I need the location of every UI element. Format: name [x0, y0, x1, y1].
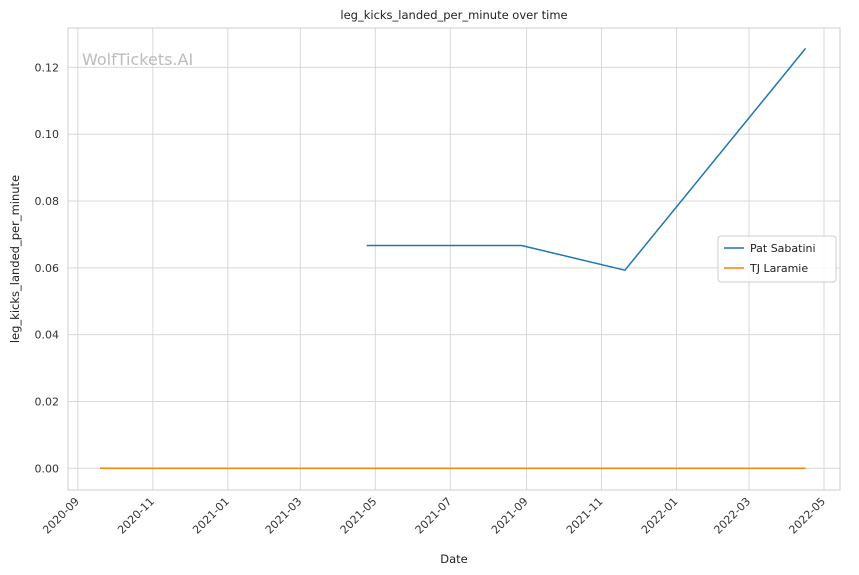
legend-box [717, 235, 837, 283]
y-tick-label: 0.12 [35, 61, 60, 74]
y-tick-label: 0.02 [35, 395, 60, 408]
x-tick-label: 2021-01 [190, 495, 232, 537]
y-tick-label: 0.10 [35, 128, 60, 141]
plot-area-frame [67, 27, 841, 491]
x-tick-label: 2022-01 [639, 495, 681, 537]
legend-label: Pat Sabatini [750, 242, 816, 255]
legend-label: TJ Laramie [749, 262, 808, 275]
x-tick-label: 2022-03 [711, 495, 753, 537]
y-tick-label: 0.06 [35, 262, 60, 275]
watermark: WolfTickets.AI [82, 50, 193, 69]
y-axis-label: leg_kicks_landed_per_minute [8, 175, 22, 343]
x-tick-label: 2021-09 [489, 495, 531, 537]
x-tick-label: 2021-07 [413, 495, 455, 537]
y-tick-label: 0.08 [35, 195, 60, 208]
y-tick-label: 0.00 [35, 462, 60, 475]
legend: Pat Sabatini TJ Laramie [717, 235, 837, 283]
x-tick-label: 2021-11 [564, 495, 606, 537]
x-tick-label: 2020-11 [115, 495, 157, 537]
chart-title: leg_kicks_landed_per_minute over time [340, 8, 567, 22]
x-tick-label: 2021-05 [338, 495, 380, 537]
x-tick-label: 2021-03 [263, 495, 305, 537]
x-tick-label: 2022-05 [786, 495, 828, 537]
x-tick-label: 2020-09 [40, 495, 82, 537]
x-axis-label: Date [440, 552, 468, 566]
series-lines [100, 47, 807, 470]
y-axis-ticks: 0.00 0.02 0.04 0.06 0.08 0.10 0.12 [35, 61, 60, 475]
y-tick-label: 0.04 [35, 329, 60, 342]
x-axis-ticks: 2020-09 2020-11 2021-01 2021-03 2021-05 2021-… [40, 495, 828, 537]
series-line [366, 47, 807, 272]
